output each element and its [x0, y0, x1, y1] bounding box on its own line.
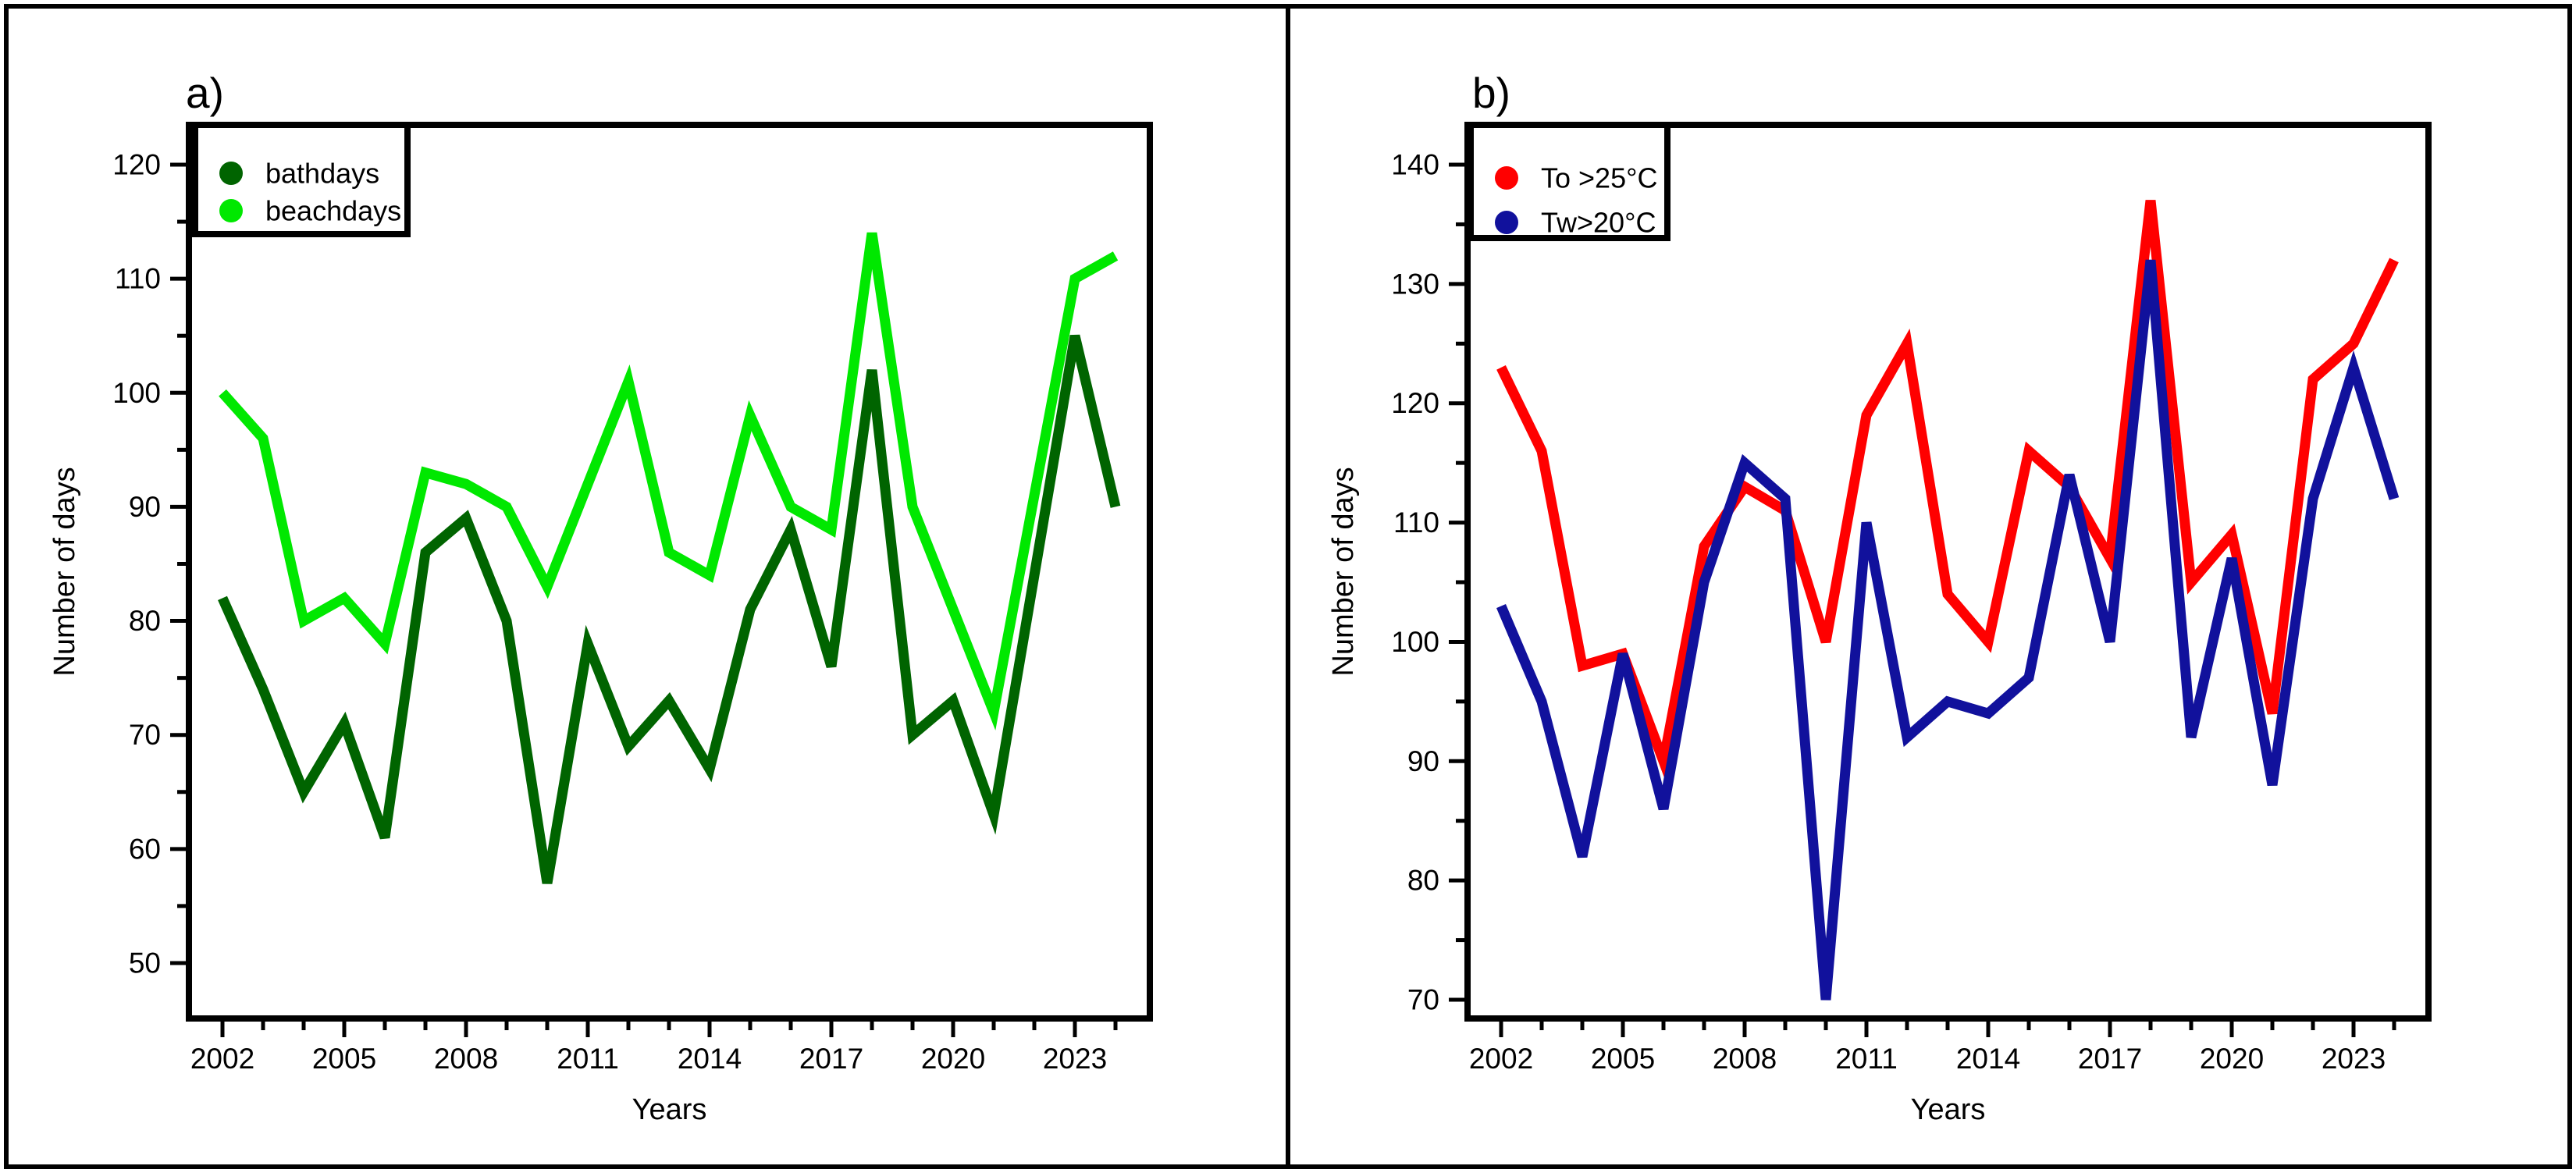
- y-tick-label: 100: [112, 377, 161, 409]
- legend-label: beachdays: [265, 195, 401, 227]
- y-tick-label: 70: [1407, 984, 1439, 1016]
- legend-dot-1: [1495, 166, 1518, 190]
- x-tick-label: 2008: [1713, 1043, 1777, 1075]
- y-tick-label: 120: [1391, 387, 1439, 419]
- y-tick-label: 120: [112, 149, 161, 181]
- x-tick-label: 2023: [2322, 1043, 2386, 1075]
- legend: To >25°C Tw>20°C: [1468, 122, 1670, 241]
- y-axis-title: Number of days: [48, 467, 81, 676]
- x-tick-label: 2014: [1956, 1043, 2020, 1075]
- x-tick-label: 2005: [1591, 1043, 1655, 1075]
- y-tick-label: 110: [115, 263, 161, 295]
- x-tick-label: 2017: [2078, 1043, 2142, 1075]
- x-axis-title: Years: [1911, 1093, 1986, 1126]
- panel-a: a) 50 60 70 80 90 100 110 120 2002 2005 2008 2011 201…: [48, 69, 1153, 1126]
- legend-dot-2: [1495, 211, 1518, 234]
- x-tick-label: 2020: [2200, 1043, 2264, 1075]
- y-tick-label: 70: [129, 719, 161, 751]
- x-tick-label: 2002: [190, 1043, 254, 1075]
- y-tick-label: 50: [129, 947, 161, 979]
- legend-dot-1: [219, 162, 243, 185]
- x-tick-label: 2020: [921, 1043, 985, 1075]
- legend-label: bathdays: [265, 158, 379, 190]
- x-tick-label: 2014: [678, 1043, 742, 1075]
- y-tick-label: 80: [1407, 865, 1439, 897]
- series-line-bathdays: [218, 334, 1121, 884]
- panel-letter: b): [1472, 69, 1510, 117]
- legend: bathdays beachdays: [192, 122, 411, 237]
- series-line-tw-20-c: [1496, 259, 2400, 1001]
- y-axis-title: Number of days: [1327, 467, 1360, 676]
- series-line-beachdays: [219, 232, 1119, 730]
- plot-box: [186, 122, 1153, 1022]
- y-tick-label: 90: [1407, 745, 1439, 777]
- y-tick-label: 90: [129, 491, 161, 523]
- y-tick-label: 60: [129, 833, 161, 865]
- series-line-to-25-c: [1496, 200, 2399, 780]
- y-tick-label: 130: [1391, 268, 1439, 300]
- panel-letter: a): [186, 69, 224, 117]
- x-tick-label: 2005: [312, 1043, 376, 1075]
- figure-border: [4, 4, 2572, 1169]
- y-tick-label: 100: [1391, 626, 1439, 658]
- y-tick-label: 140: [1391, 149, 1439, 181]
- legend-label: To >25°C: [1541, 162, 1657, 194]
- panel-b: b) 70 80 90 100 110 120 130 140 2002 2005 2008 2011 2…: [1327, 69, 2432, 1126]
- x-tick-label: 2017: [799, 1043, 863, 1075]
- legend-label: Tw>20°C: [1541, 207, 1656, 239]
- x-tick-label: 2023: [1043, 1043, 1107, 1075]
- x-tick-label: 2008: [434, 1043, 498, 1075]
- legend-dot-2: [219, 199, 243, 222]
- y-tick-label: 110: [1393, 507, 1439, 539]
- x-axis-title: Years: [632, 1093, 707, 1126]
- y-tick-label: 80: [129, 605, 161, 637]
- x-tick-label: 2011: [557, 1043, 619, 1075]
- x-tick-label: 2002: [1469, 1043, 1533, 1075]
- x-tick-label: 2011: [1835, 1043, 1898, 1075]
